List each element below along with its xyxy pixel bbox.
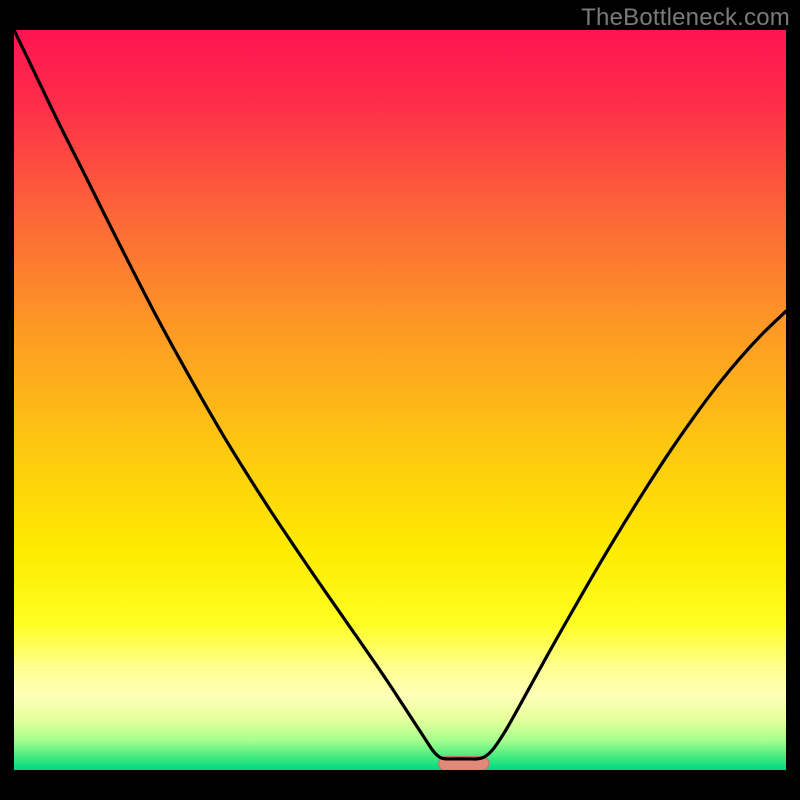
bottleneck-chart: TheBottleneck.com (0, 0, 800, 800)
chart-canvas (0, 0, 800, 800)
plot-background (14, 30, 786, 770)
